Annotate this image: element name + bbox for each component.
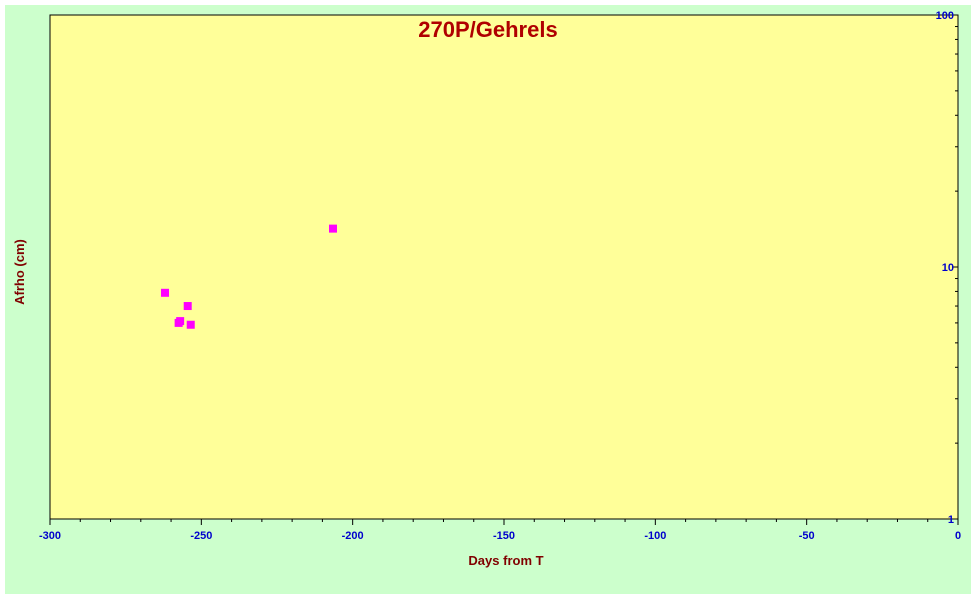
x-tick-label: -200 xyxy=(342,530,364,542)
data-point xyxy=(161,288,170,297)
data-point xyxy=(183,302,192,311)
y-tick-label: 1 xyxy=(948,514,954,526)
y-axis-label: Afrho (cm) xyxy=(12,239,27,305)
data-points xyxy=(161,224,337,329)
data-point xyxy=(328,224,337,233)
chart: -300 -250 -200 -150 -100 -50 0 1 10 100 270P/Geh… xyxy=(12,10,961,568)
chart-background: -300 -250 -200 -150 -100 -50 0 1 10 100 270P/Geh… xyxy=(5,5,971,594)
data-point xyxy=(186,320,195,329)
y-axis-ticks: 1 10 100 xyxy=(936,10,958,526)
x-axis-label: Days from T xyxy=(468,553,543,568)
data-point xyxy=(176,317,185,326)
y-tick-label: 100 xyxy=(936,10,954,22)
chart-title: 270P/Gehrels xyxy=(418,17,557,42)
x-tick-label: -300 xyxy=(39,530,61,542)
plot-area xyxy=(49,14,959,520)
x-tick-label: -250 xyxy=(190,530,212,542)
x-tick-label: -100 xyxy=(644,530,666,542)
x-tick-label: -150 xyxy=(493,530,515,542)
x-tick-label: 0 xyxy=(955,530,961,542)
x-tick-label: -50 xyxy=(799,530,815,542)
y-tick-label: 10 xyxy=(942,262,954,274)
x-axis-ticks: -300 -250 -200 -150 -100 -50 0 xyxy=(39,519,961,542)
